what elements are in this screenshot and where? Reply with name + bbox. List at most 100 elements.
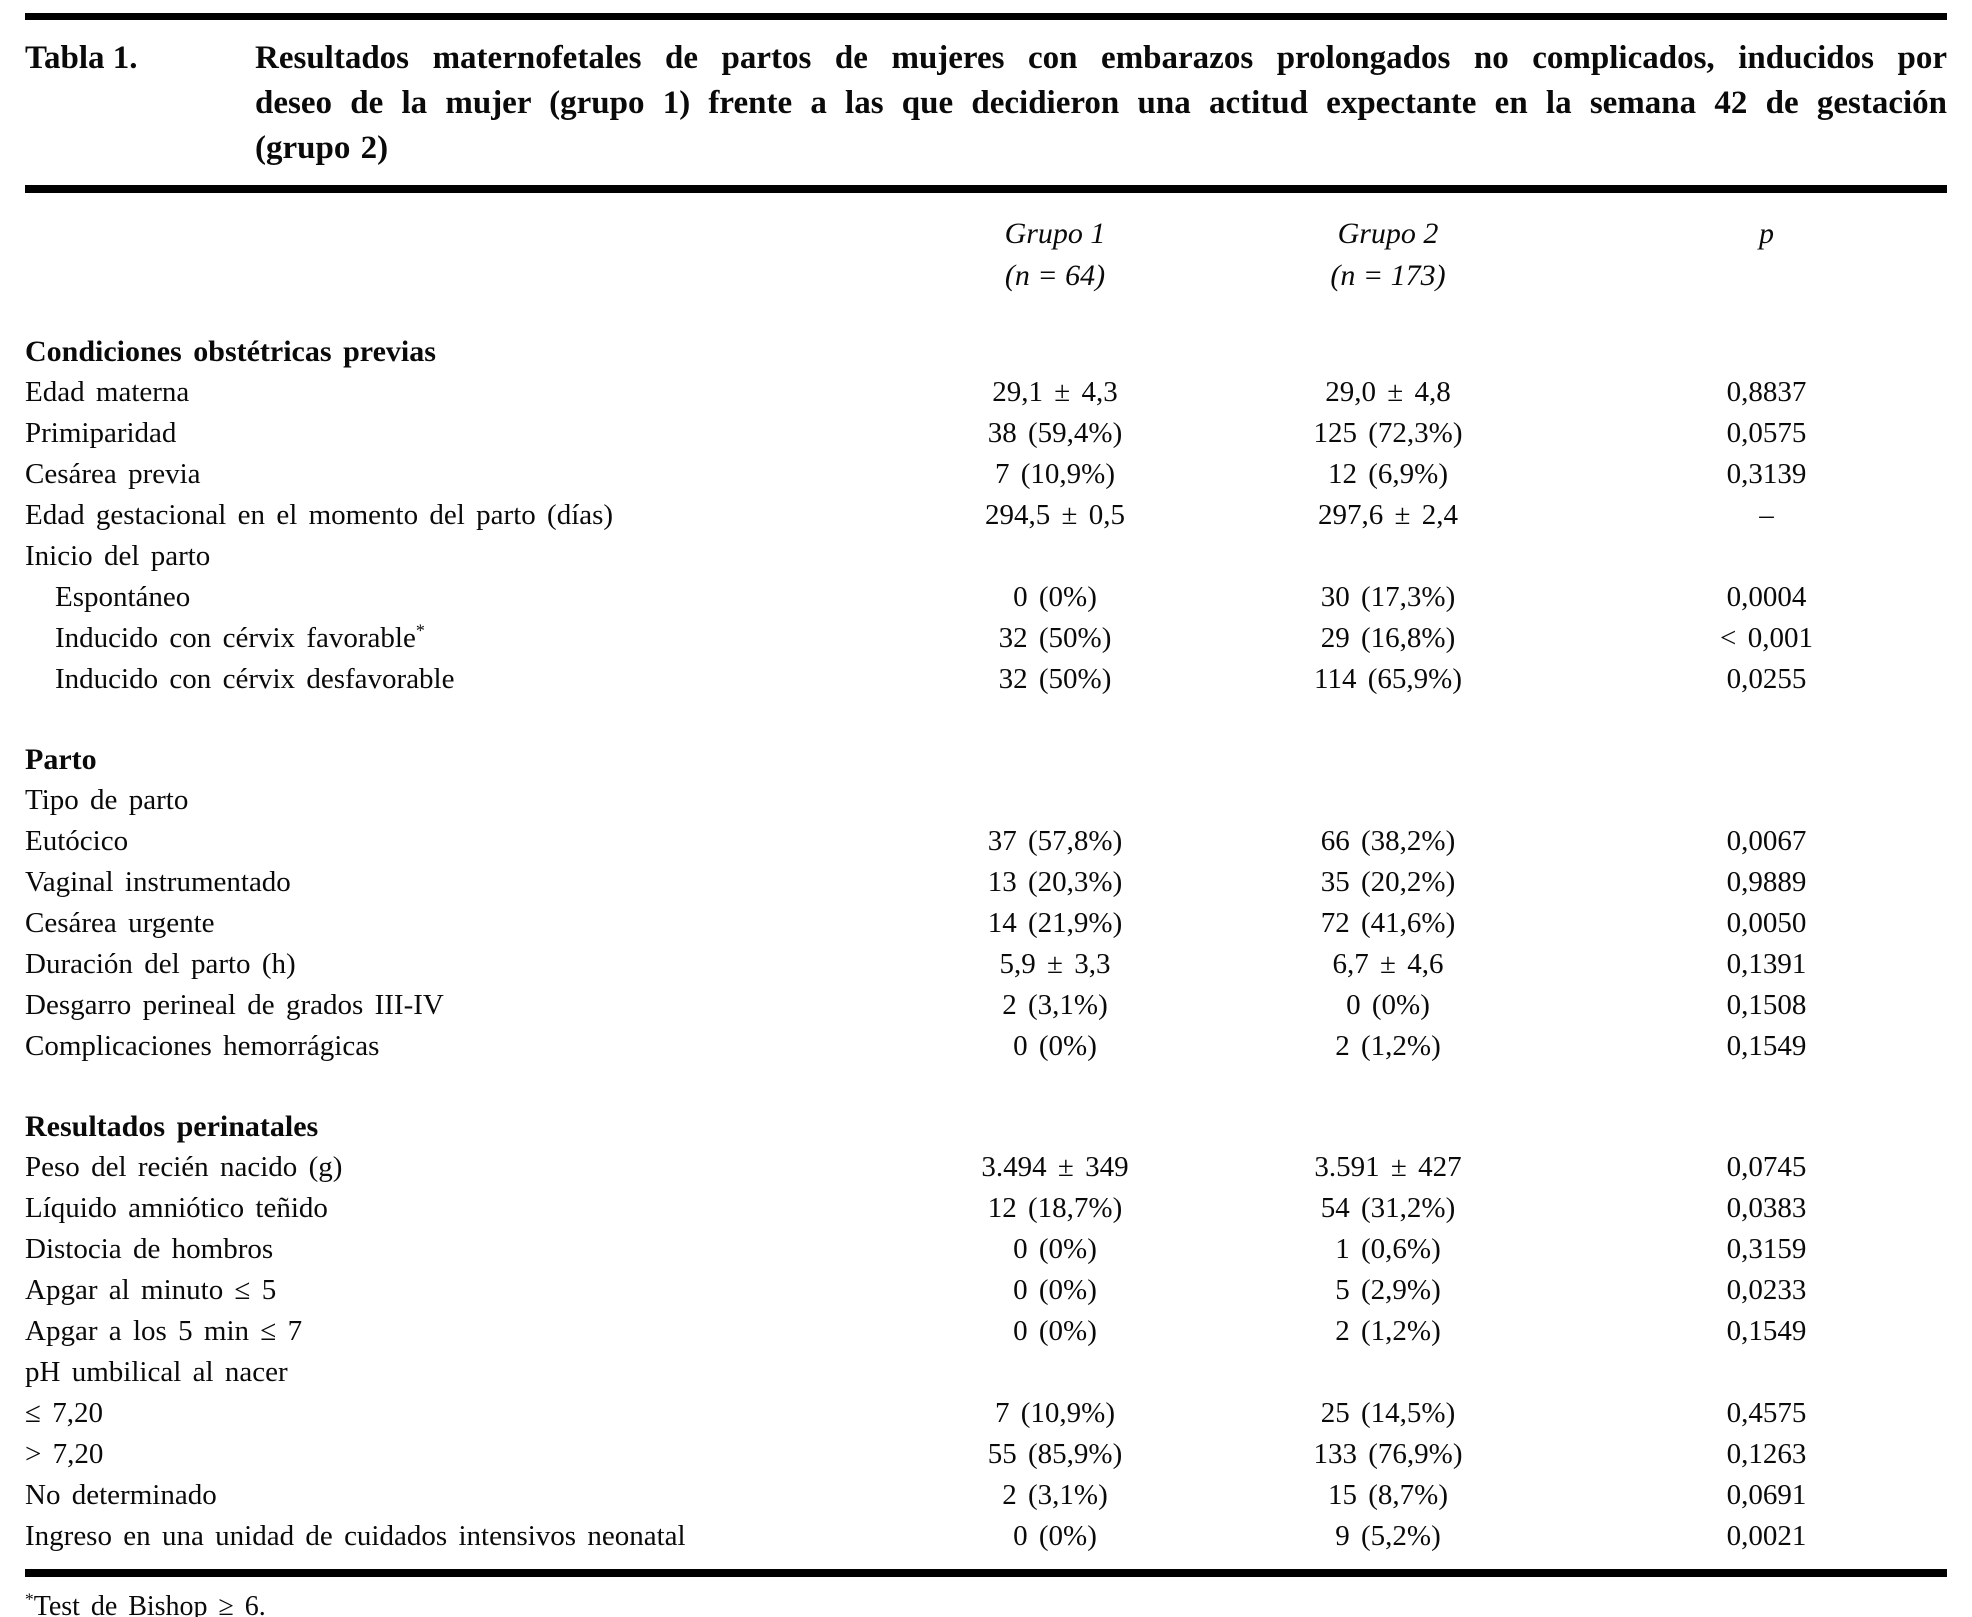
table-row: Edad gestacional en el momento del parto… xyxy=(25,495,1947,536)
group1-value: 14 (21,9%) xyxy=(987,907,1123,939)
row-label: Inducido con cérvix desfavorable xyxy=(55,663,455,695)
table-title-line-3: (grupo 2) xyxy=(255,130,389,166)
caption-divider-rule xyxy=(25,185,1947,193)
table-row: Cesárea urgente 14 (21,9%) 72 (41,6%) 0,005… xyxy=(25,903,1947,944)
p-value: 0,0050 xyxy=(1726,907,1807,939)
table-row: Distocia de hombros 0 (0%) 1 (0,6%) 0,3159 xyxy=(25,1229,1947,1270)
group1-value: 7 (10,9%) xyxy=(994,458,1116,490)
group1-value: 0 (0%) xyxy=(1013,1233,1097,1265)
group1-value: 2 (3,1%) xyxy=(1002,989,1108,1021)
p-value: 0,0575 xyxy=(1726,417,1807,449)
group2-value: 54 (31,2%) xyxy=(1320,1192,1456,1224)
row-label: Distocia de hombros xyxy=(25,1233,274,1265)
table-row: > 7,20 55 (85,9%) 133 (76,9%) 0,1263 xyxy=(25,1434,1947,1475)
footnote-divider-rule xyxy=(25,1569,1947,1577)
row-label: Cesárea urgente xyxy=(25,907,215,939)
p-value: 0,4575 xyxy=(1726,1397,1807,1429)
header-group2-n: (n = 173) xyxy=(1330,259,1446,292)
table-row: Espontáneo 0 (0%) 30 (17,3%) 0,0004 xyxy=(25,577,1947,618)
table-row: Desgarro perineal de grados III-IV 2 (3,1… xyxy=(25,985,1947,1026)
row-label: Espontáneo xyxy=(55,581,191,613)
header-group1-n: (n = 64) xyxy=(1004,259,1106,292)
group2-value: 72 (41,6%) xyxy=(1320,907,1456,939)
group1-value: 32 (50%) xyxy=(998,622,1112,654)
p-value: 0,0067 xyxy=(1726,825,1807,857)
p-value: 0,0255 xyxy=(1726,663,1807,695)
table-title-line-2: deseo de la mujer (grupo 1) frente a las… xyxy=(255,85,1947,121)
header-row-n: (n = 64) (n = 173) xyxy=(25,255,1947,297)
group2-value: 5 (2,9%) xyxy=(1335,1274,1441,1306)
row-label: Tipo de parto xyxy=(25,784,189,816)
p-value: 0,1508 xyxy=(1726,989,1807,1021)
row-label: Complicaciones hemorrágicas xyxy=(25,1030,380,1062)
group1-value: 37 (57,8%) xyxy=(987,825,1123,857)
table-row: Apgar al minuto ≤ 5 0 (0%) 5 (2,9%) 0,0233 xyxy=(25,1270,1947,1311)
group2-value: 6,7 ± 4,6 xyxy=(1332,948,1444,980)
table-row: Complicaciones hemorrágicas 0 (0%) 2 (1,2%… xyxy=(25,1026,1947,1067)
row-label: Resultados perinatales xyxy=(25,1110,319,1143)
row-label: No determinado xyxy=(25,1479,217,1511)
row-label: pH umbilical al nacer xyxy=(25,1356,288,1388)
group1-value: 0 (0%) xyxy=(1013,1315,1097,1347)
p-value: 0,1263 xyxy=(1726,1438,1807,1470)
row-label: Condiciones obstétricas previas xyxy=(25,335,436,368)
row-label: Inducido con cérvix favorable* xyxy=(55,620,425,654)
table-row: Duración del parto (h) 5,9 ± 3,3 6,7 ± 4,6… xyxy=(25,944,1947,985)
row-label: Ingreso en una unidad de cuidados intens… xyxy=(25,1520,686,1552)
group1-value: 12 (18,7%) xyxy=(987,1192,1123,1224)
group1-value: 0 (0%) xyxy=(1013,1030,1097,1062)
group1-value: 13 (20,3%) xyxy=(987,866,1123,898)
table-row: Vaginal instrumentado 13 (20,3%) 35 (20,2%… xyxy=(25,862,1947,903)
group1-value: 3.494 ± 349 xyxy=(981,1151,1129,1183)
group2-value: 12 (6,9%) xyxy=(1327,458,1449,490)
table-row: Inducido con cérvix favorable* 32 (50%) 29… xyxy=(25,618,1947,659)
p-value: 0,1391 xyxy=(1726,948,1807,980)
group1-value: 0 (0%) xyxy=(1013,581,1097,613)
row-label: Duración del parto (h) xyxy=(25,948,296,980)
row-label: Líquido amniótico teñido xyxy=(25,1192,328,1224)
group2-value: 25 (14,5%) xyxy=(1320,1397,1456,1429)
p-value: 0,9889 xyxy=(1726,866,1807,898)
p-value: 0,0233 xyxy=(1726,1274,1807,1306)
group1-value: 5,9 ± 3,3 xyxy=(999,948,1111,980)
table-title-line-1: Resultados maternofetales de partos de m… xyxy=(255,40,1947,76)
group1-value: 0 (0%) xyxy=(1013,1274,1097,1306)
row-label: Primiparidad xyxy=(25,417,177,449)
group2-value: 0 (0%) xyxy=(1346,989,1430,1021)
header-group1-name: Grupo 1 xyxy=(1004,217,1106,250)
group2-value: 30 (17,3%) xyxy=(1320,581,1456,613)
section-row: Condiciones obstétricas previas xyxy=(25,331,1947,372)
footnote-asterisk-marker: * xyxy=(25,1589,34,1609)
header-p-name: p xyxy=(1759,217,1774,250)
group2-value: 66 (38,2%) xyxy=(1320,825,1456,857)
row-label: Desgarro perineal de grados III-IV xyxy=(25,989,444,1021)
group2-value: 297,6 ± 2,4 xyxy=(1317,499,1459,531)
table-row: Apgar a los 5 min ≤ 7 0 (0%) 2 (1,2%) 0,154… xyxy=(25,1311,1947,1352)
p-value: 0,0004 xyxy=(1726,581,1807,613)
group2-value: 2 (1,2%) xyxy=(1335,1315,1441,1347)
table-header: Grupo 1 Grupo 2 p (n = 64) (n = 173) xyxy=(25,213,1947,297)
table-row: Ingreso en una unidad de cuidados intens… xyxy=(25,1516,1947,1557)
group2-value: 35 (20,2%) xyxy=(1320,866,1456,898)
table-row: No determinado 2 (3,1%) 15 (8,7%) 0,0691 xyxy=(25,1475,1947,1516)
group1-value: 294,5 ± 0,5 xyxy=(984,499,1126,531)
group2-value: 29 (16,8%) xyxy=(1320,622,1456,654)
group1-value: 55 (85,9%) xyxy=(987,1438,1123,1470)
p-value: 0,0021 xyxy=(1726,1520,1807,1552)
group1-value: 0 (0%) xyxy=(1013,1520,1097,1552)
group1-value: 2 (3,1%) xyxy=(1002,1479,1108,1511)
group2-value: 125 (72,3%) xyxy=(1313,417,1463,449)
table-row: Inicio del parto xyxy=(25,536,1947,577)
row-label: Apgar a los 5 min ≤ 7 xyxy=(25,1315,303,1347)
group1-value: 7 (10,9%) xyxy=(994,1397,1116,1429)
table-row: Eutócico 37 (57,8%) 66 (38,2%) 0,0067 xyxy=(25,821,1947,862)
table-row: Edad materna 29,1 ± 4,3 29,0 ± 4,8 0,8837 xyxy=(25,372,1947,413)
header-group2-name: Grupo 2 xyxy=(1337,217,1439,250)
group2-value: 2 (1,2%) xyxy=(1335,1030,1441,1062)
table-row: ≤ 7,20 7 (10,9%) 25 (14,5%) 0,4575 xyxy=(25,1393,1947,1434)
group1-value: 38 (59,4%) xyxy=(987,417,1123,449)
footnote-text: Test de Bishop ≥ 6. xyxy=(33,1591,266,1617)
p-value: 0,8837 xyxy=(1726,376,1807,408)
group1-value: 29,1 ± 4,3 xyxy=(992,376,1118,408)
table-footnote: *Test de Bishop ≥ 6. xyxy=(25,1584,1947,1617)
